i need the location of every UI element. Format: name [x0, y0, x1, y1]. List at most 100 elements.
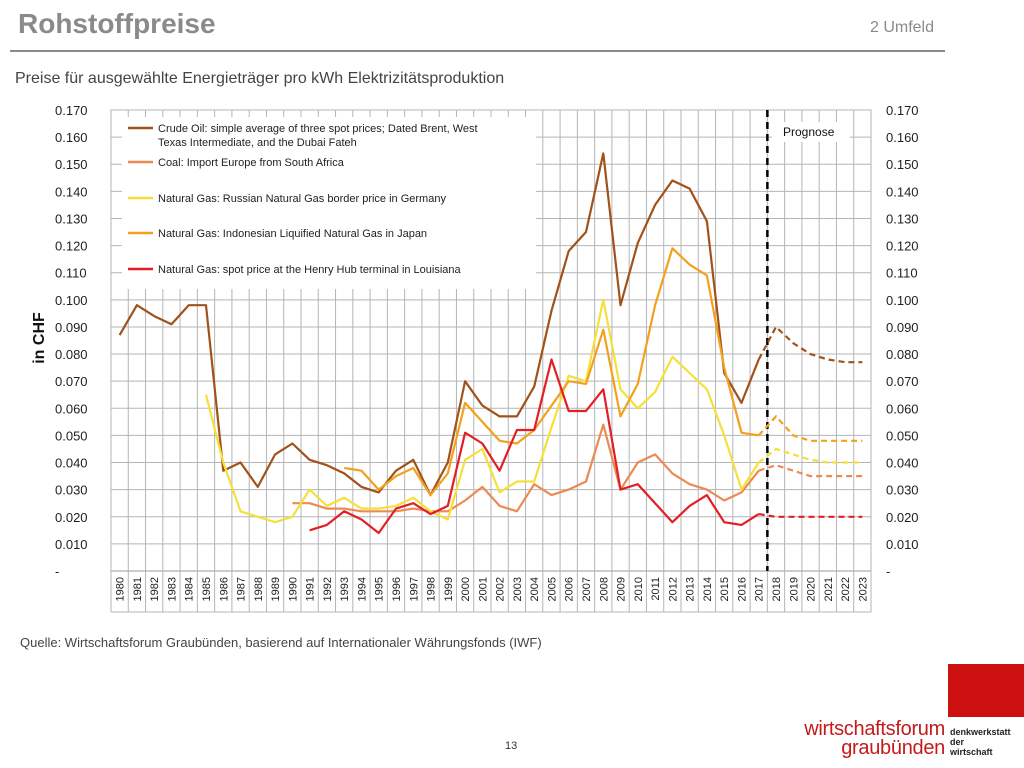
y-tick-label-left: 0.110: [55, 266, 87, 281]
slide-title: Rohstoffpreise: [18, 8, 216, 39]
y-tick-label-right: 0.150: [886, 157, 919, 172]
legend-box: [122, 117, 536, 289]
x-tick-label: 2005: [546, 577, 558, 601]
x-tick-label: 1997: [408, 577, 420, 601]
x-tick-label: 1985: [201, 577, 213, 601]
y-tick-label-left: 0.170: [55, 103, 88, 118]
y-tick-label-left: 0.130: [55, 211, 88, 226]
x-tick-label: 2012: [667, 577, 679, 601]
y-tick-label-left: 0.120: [55, 239, 88, 254]
chart-title: Preise für ausgewählte Energieträger pro…: [15, 70, 505, 87]
y-tick-label-left: 0.080: [55, 347, 88, 362]
x-tick-label: 2009: [616, 577, 628, 601]
source-note: Quelle: Wirtschaftsforum Graubünden, bas…: [20, 635, 542, 650]
y-tick-label-left: 0.060: [55, 401, 88, 416]
y-tick-label-right: 0.110: [886, 266, 918, 281]
legend-item: Coal: Import Europe from South Africa: [128, 157, 345, 169]
y-tick-label-left: 0.050: [55, 428, 88, 443]
y-tick-label-right: 0.060: [886, 401, 919, 416]
series-4: [344, 247, 863, 497]
legend-label: Natural Gas: spot price at the Henry Hub…: [158, 264, 462, 276]
x-tick-label: 2008: [598, 577, 610, 601]
y-tick-label-right: -: [886, 564, 890, 579]
x-tick-label: 2010: [633, 577, 645, 601]
brand-tagline-line3: wirtschaft: [950, 747, 993, 757]
y-tick-label-right: 0.170: [886, 103, 919, 118]
y-tick-label-right: 0.080: [886, 347, 919, 362]
series-line-actual: [292, 423, 760, 513]
page-number: 13: [505, 740, 518, 752]
x-tick-label: 1986: [218, 577, 230, 601]
y-tick-label-right: 0.160: [886, 130, 919, 145]
series-2: [292, 423, 863, 513]
x-tick-label: 2015: [719, 577, 731, 601]
series-line-forecast: [758, 513, 863, 518]
x-tick-label: 1991: [305, 577, 317, 601]
legend-item: Natural Gas: spot price at the Henry Hub…: [128, 264, 462, 276]
x-tick-label: 2022: [840, 577, 852, 601]
series-line-forecast: [758, 464, 863, 478]
x-tick-label: 2002: [495, 577, 507, 601]
x-tick-label: 1998: [426, 577, 438, 601]
y-tick-label-left: 0.160: [55, 130, 88, 145]
legend-item: Natural Gas: Russian Natural Gas border …: [128, 193, 446, 205]
x-tick-label: 2016: [736, 577, 748, 601]
x-tick-label: 1984: [184, 577, 196, 601]
chart-legend: Crude Oil: simple average of three spot …: [122, 117, 850, 289]
y-tick-label-left: 0.090: [55, 320, 88, 335]
legend-item: Natural Gas: Indonesian Liquified Natura…: [128, 228, 427, 240]
y-tick-label-left: 0.040: [55, 456, 88, 471]
x-tick-label: 2013: [685, 577, 697, 601]
x-tick-label: 2004: [529, 577, 541, 601]
legend-item: Crude Oil: simple average of three spot …: [128, 123, 478, 149]
forecast-label-bg: [772, 122, 850, 142]
brand-tagline: denkwerkstatt der wirtschaft: [950, 727, 1011, 757]
y-tick-label-right: 0.010: [886, 537, 919, 552]
x-tick-label: 1987: [236, 577, 248, 601]
legend-label: Coal: Import Europe from South Africa: [158, 157, 345, 169]
series-line-actual: [204, 298, 760, 524]
x-tick-label: 2020: [806, 577, 818, 601]
x-tick-label: 1981: [132, 577, 144, 601]
y-tick-label-right: 0.100: [886, 293, 919, 308]
x-tick-label: 1989: [270, 577, 282, 601]
y-tick-label-right: 0.140: [886, 184, 919, 199]
x-tick-label: 2021: [823, 577, 835, 601]
series-line-forecast: [757, 414, 863, 442]
y-tick-label-left: 0.030: [55, 483, 88, 498]
chart-series: [118, 152, 863, 535]
series-3: [204, 298, 863, 524]
y-tick-label-left: 0.010: [55, 537, 88, 552]
x-tick-label: 1983: [166, 577, 178, 601]
series-line-forecast: [757, 325, 863, 364]
x-tick-label: 2007: [581, 577, 593, 601]
x-tick-label: 2011: [650, 577, 662, 601]
y-tick-label-left: -: [55, 564, 59, 579]
y-tick-label-right: 0.050: [886, 428, 919, 443]
x-tick-label: 2023: [857, 577, 869, 601]
brand-tagline-line2: der: [950, 737, 965, 747]
x-tick-label: 1982: [149, 577, 161, 601]
x-tick-label: 1988: [253, 577, 265, 601]
brand-tagline-line1: denkwerkstatt: [950, 727, 1011, 737]
legend-label: Natural Gas: Indonesian Liquified Natura…: [158, 228, 427, 240]
series-line-actual: [309, 358, 760, 535]
x-tick-label: 2003: [512, 577, 524, 601]
x-tick-label: 1999: [443, 577, 455, 601]
legend-label: Natural Gas: Russian Natural Gas border …: [158, 193, 446, 205]
y-tick-label-right: 0.070: [886, 374, 919, 389]
y-tick-label-right: 0.030: [886, 483, 919, 498]
x-tick-label: 2019: [788, 577, 800, 601]
section-label: 2 Umfeld: [869, 19, 934, 36]
x-tick-label: 2000: [460, 577, 472, 601]
x-tick-label: 2017: [754, 577, 766, 601]
y-tick-label-left: 0.140: [55, 184, 88, 199]
x-tick-label: 2006: [564, 577, 576, 601]
x-tick-label: 2018: [771, 577, 783, 601]
brand-name-line1: wirtschaftsforum: [804, 718, 945, 740]
y-tick-label-right: 0.130: [886, 211, 919, 226]
y-tick-label-right: 0.040: [886, 456, 919, 471]
x-tick-label: 1994: [356, 577, 368, 601]
brand-logo-square: [948, 664, 1024, 717]
x-tick-label: 1980: [115, 577, 127, 601]
